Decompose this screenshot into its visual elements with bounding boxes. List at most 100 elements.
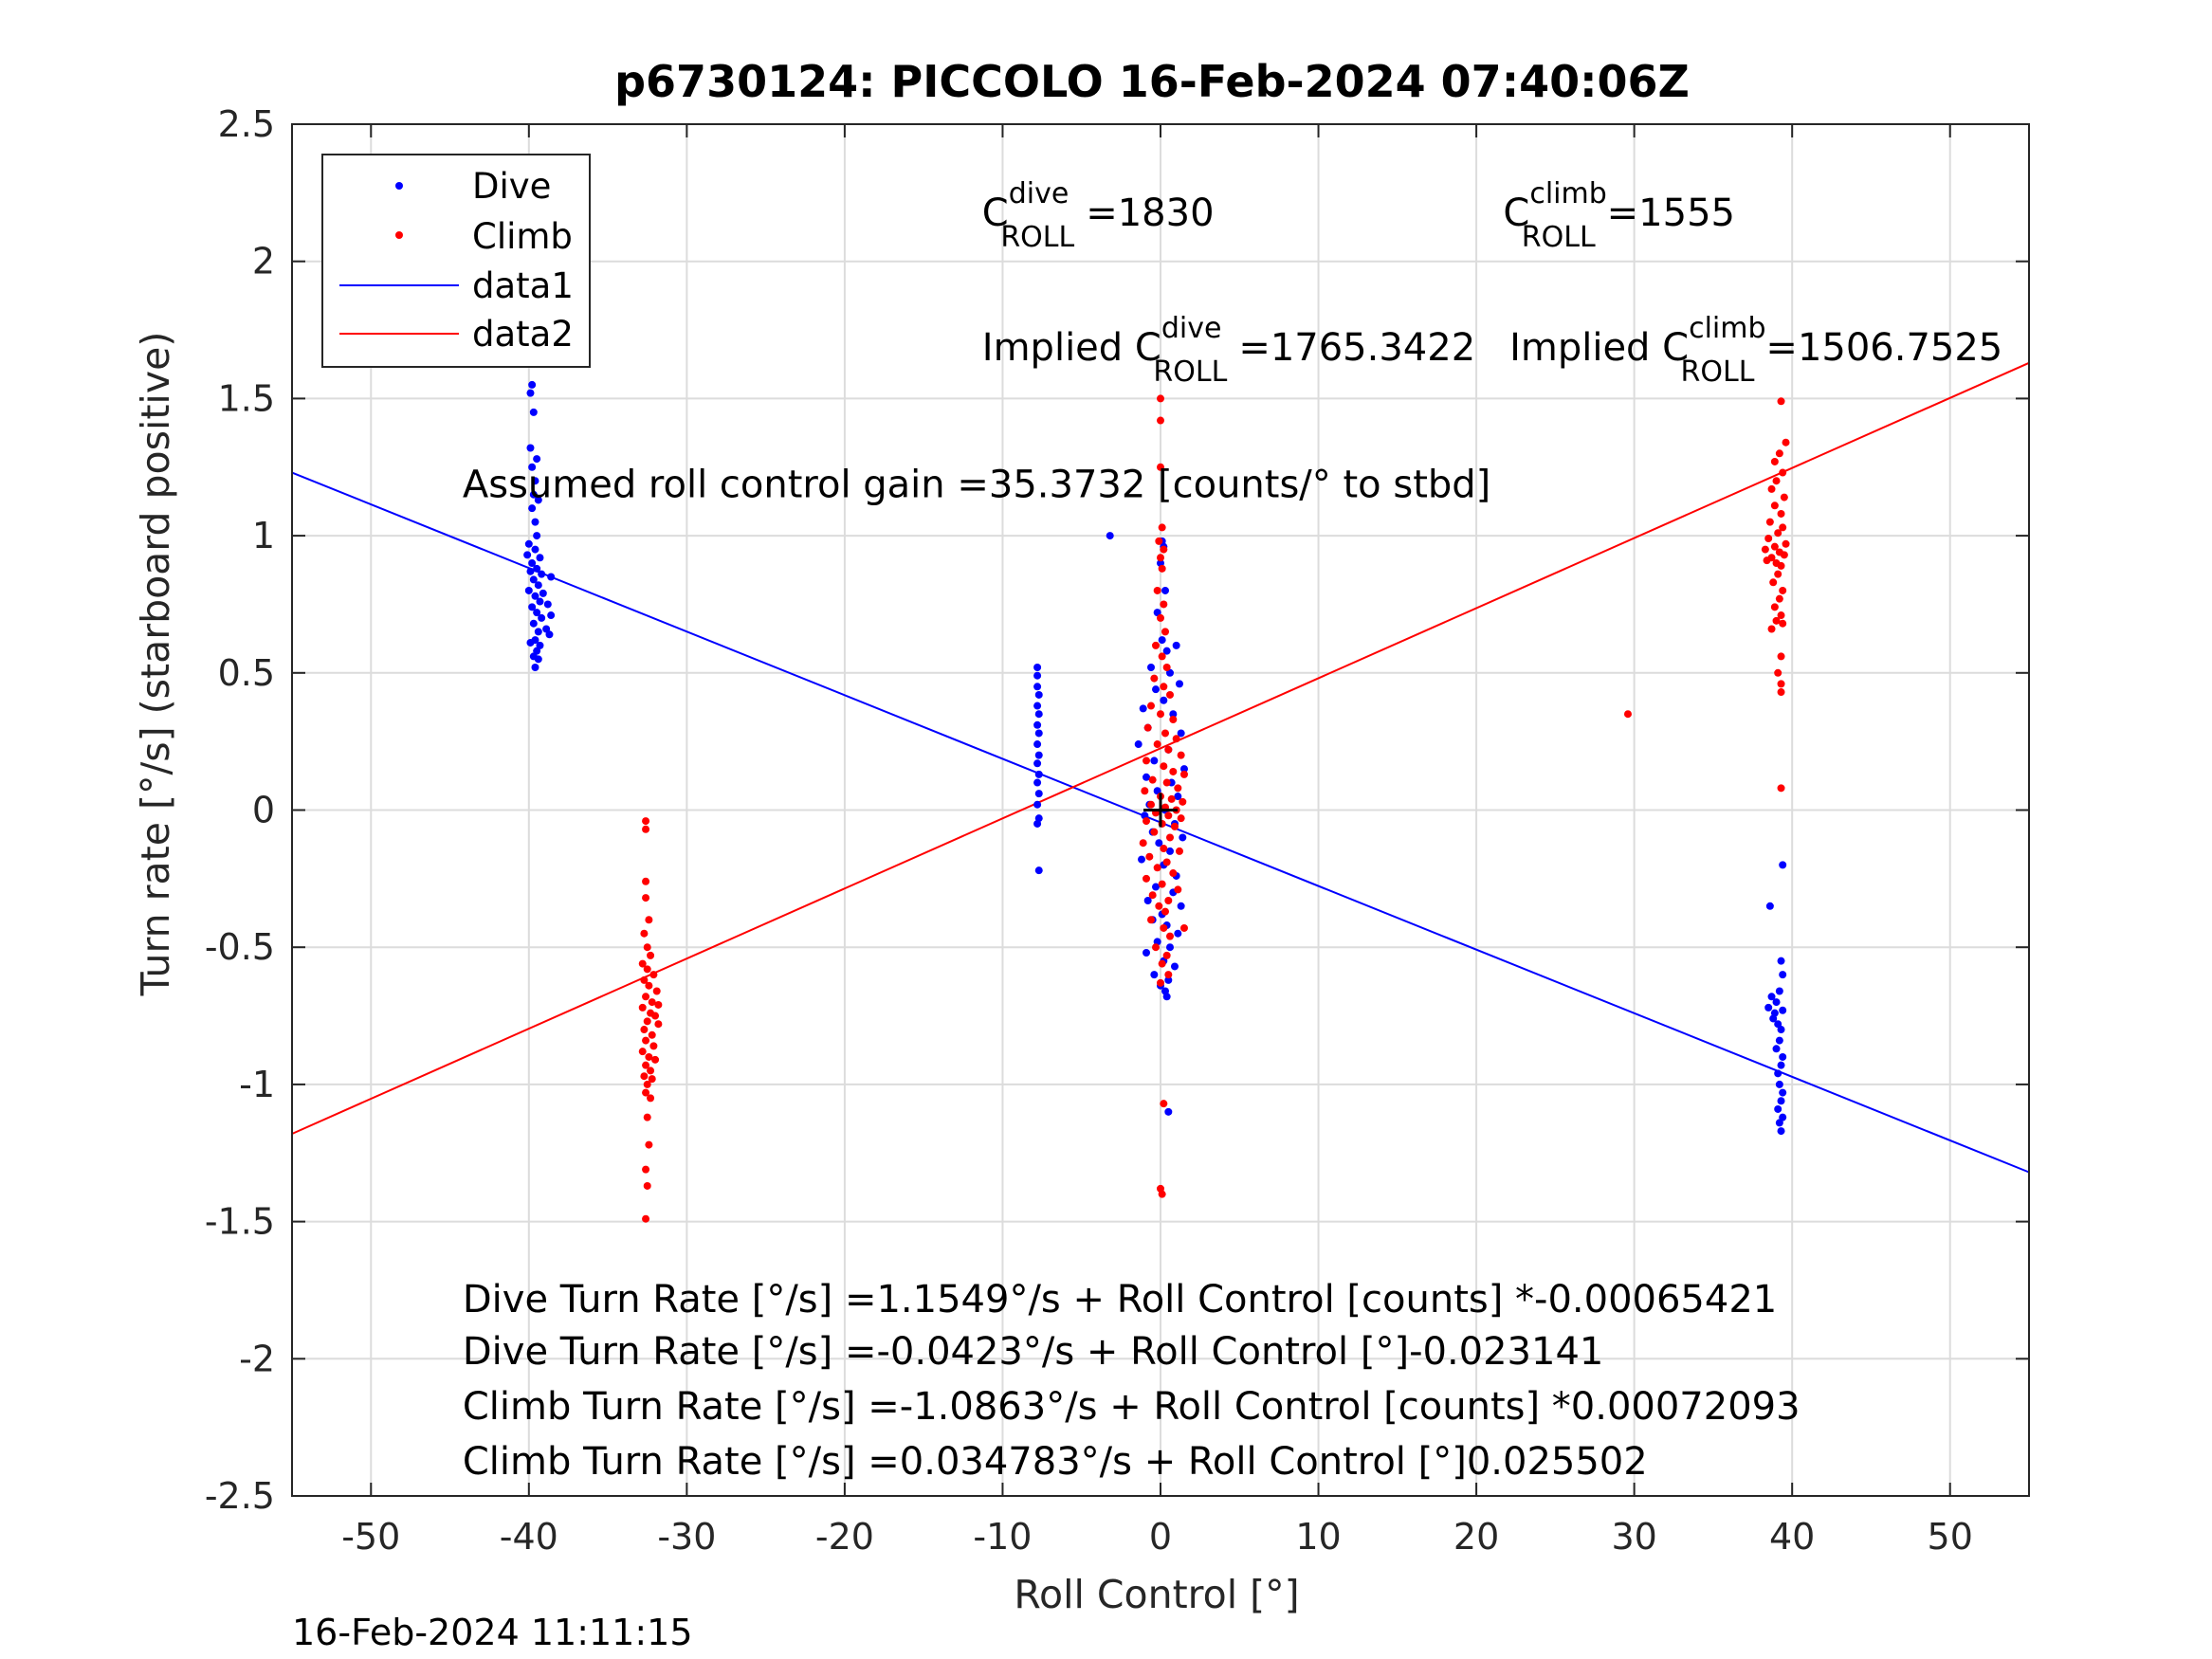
data-point-dive [1169, 710, 1178, 719]
data-point-dive [531, 545, 539, 554]
data-point-climb [1623, 710, 1632, 719]
data-point-climb [643, 1113, 651, 1121]
data-point-climb [1764, 534, 1773, 542]
data-point-dive [536, 641, 544, 649]
data-point-dive [531, 592, 539, 600]
footer-timestamp: 16-Feb-2024 11:11:15 [292, 1612, 693, 1653]
data-point-dive [1152, 685, 1161, 694]
data-point-climb [642, 1214, 650, 1223]
legend-dive-marker [395, 182, 403, 190]
data-point-climb [1777, 509, 1785, 518]
data-point-dive [1143, 773, 1151, 781]
y-tick-label: 1.5 [218, 377, 275, 419]
data-point-dive [1777, 1097, 1785, 1105]
x-tick-label: 40 [1769, 1516, 1815, 1558]
data-point-dive [536, 554, 544, 562]
data-point-climb [1155, 902, 1163, 910]
data-point-climb [1777, 611, 1785, 620]
data-point-dive [1033, 720, 1042, 729]
data-point-dive [526, 389, 535, 397]
data-point-dive [1143, 948, 1151, 957]
data-point-dive [1179, 833, 1187, 842]
data-point-climb [1779, 586, 1787, 594]
data-point-climb [1160, 762, 1168, 771]
data-point-dive [1034, 710, 1043, 719]
data-point-climb [1162, 664, 1171, 672]
data-point-dive [1774, 1020, 1782, 1029]
data-point-dive [1161, 586, 1169, 594]
data-point-climb [642, 993, 650, 1001]
y-tick-label: 2.5 [218, 103, 275, 145]
data-point-dive [1134, 740, 1143, 749]
data-point-dive [1034, 729, 1043, 738]
data-point-dive [528, 380, 537, 389]
data-point-climb [1155, 537, 1163, 545]
data-point-climb [1172, 735, 1180, 743]
data-point-dive [1139, 704, 1147, 713]
data-point-dive [1033, 819, 1042, 828]
data-point-climb [654, 1020, 663, 1029]
x-tick-label: -50 [341, 1516, 400, 1558]
chart-title: p6730124: PICCOLO 16-Feb-2024 07:40:06Z [614, 56, 1690, 107]
data-point-climb [1150, 828, 1159, 836]
data-point-dive [1775, 1080, 1783, 1088]
data-point-climb [1772, 616, 1781, 625]
data-point-dive [1777, 957, 1785, 965]
data-point-dive [1033, 683, 1042, 691]
data-point-dive [526, 567, 535, 575]
data-point-dive [1165, 943, 1174, 952]
data-point-climb [645, 1140, 653, 1149]
data-point-dive [1165, 668, 1174, 677]
data-point-climb [1769, 578, 1778, 587]
data-point-climb [651, 1055, 660, 1064]
y-tick-label: 0.5 [218, 652, 275, 694]
data-point-dive [533, 455, 541, 464]
data-point-climb [1157, 416, 1164, 425]
data-point-climb [1770, 501, 1779, 510]
data-point-climb [1777, 652, 1785, 661]
data-point-climb [643, 943, 651, 952]
data-point-climb [642, 877, 650, 885]
data-point-climb [1143, 817, 1151, 826]
data-point-climb [1779, 619, 1787, 628]
data-point-climb [649, 1042, 658, 1050]
data-point-dive [1034, 751, 1043, 759]
legend-data1-label: data1 [472, 265, 574, 306]
data-point-dive [533, 647, 541, 655]
data-point-climb [1780, 493, 1788, 501]
data-point-dive [1777, 1061, 1785, 1069]
y-tick-label: -2 [239, 1338, 275, 1379]
data-point-climb [638, 1003, 647, 1012]
data-point-climb [1141, 787, 1149, 795]
annotation-dive_deg: Dive Turn Rate [°/s] =-0.0423°/s + Roll … [463, 1330, 1604, 1374]
data-point-dive [1779, 861, 1787, 869]
data-point-dive [531, 477, 539, 485]
data-point-climb [648, 1030, 656, 1039]
data-point-climb [1153, 864, 1161, 872]
data-point-dive [1150, 757, 1159, 765]
data-point-dive [531, 664, 539, 672]
x-tick-label: -20 [815, 1516, 874, 1558]
y-tick-label: -1.5 [205, 1201, 275, 1243]
data-point-climb [1777, 784, 1785, 793]
y-tick-label: 2 [252, 241, 275, 283]
data-point-climb [647, 1094, 655, 1103]
data-point-climb [642, 825, 650, 833]
data-point-climb [1157, 463, 1164, 471]
data-point-climb [1164, 897, 1173, 905]
data-point-dive [1147, 664, 1156, 672]
data-point-climb [1165, 690, 1174, 699]
data-point-climb [1170, 822, 1179, 830]
data-point-climb [1169, 869, 1178, 878]
legend-climb-label: Climb [472, 216, 573, 257]
data-point-climb [1158, 523, 1166, 532]
data-point-climb [645, 981, 653, 990]
y-tick-label: -0.5 [205, 926, 275, 968]
data-point-climb [638, 1048, 647, 1056]
center-marker [1143, 793, 1178, 828]
legend-data2-label: data2 [472, 314, 574, 355]
data-point-climb [1152, 943, 1161, 952]
data-point-dive [547, 573, 556, 581]
annotation-gain: Assumed roll control gain =35.3732 [coun… [463, 464, 1490, 507]
